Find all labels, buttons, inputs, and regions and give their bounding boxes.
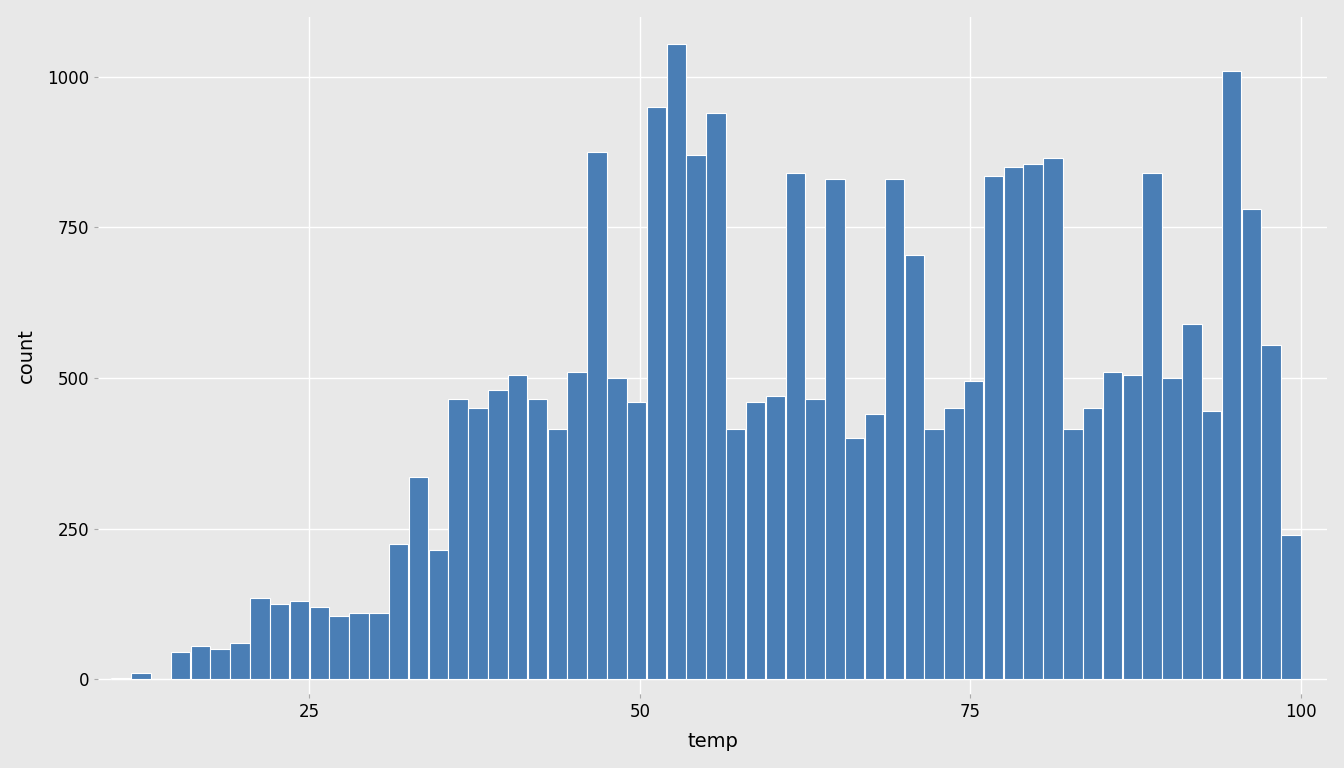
Bar bbox=[211, 649, 230, 679]
Bar bbox=[132, 673, 151, 679]
Y-axis label: count: count bbox=[16, 328, 36, 383]
Bar bbox=[171, 652, 191, 679]
Bar bbox=[1063, 429, 1082, 679]
Bar bbox=[785, 174, 805, 679]
Bar bbox=[687, 155, 706, 679]
Bar bbox=[528, 399, 547, 679]
Bar bbox=[587, 152, 606, 679]
Bar bbox=[112, 678, 130, 679]
Bar bbox=[1262, 345, 1281, 679]
Bar bbox=[964, 381, 984, 679]
Bar bbox=[646, 107, 667, 679]
Bar bbox=[706, 113, 726, 679]
X-axis label: temp: temp bbox=[687, 733, 738, 751]
Bar bbox=[1242, 210, 1261, 679]
Bar bbox=[409, 478, 429, 679]
Bar bbox=[864, 414, 884, 679]
Bar bbox=[567, 372, 587, 679]
Bar bbox=[1142, 174, 1163, 679]
Bar bbox=[349, 613, 368, 679]
Bar bbox=[250, 598, 270, 679]
Bar bbox=[1083, 408, 1102, 679]
Bar bbox=[290, 601, 309, 679]
Bar bbox=[667, 44, 685, 679]
Bar bbox=[766, 396, 785, 679]
Bar bbox=[1183, 324, 1202, 679]
Bar bbox=[726, 429, 746, 679]
Bar bbox=[945, 408, 964, 679]
Bar bbox=[984, 177, 1003, 679]
Bar bbox=[429, 550, 448, 679]
Bar bbox=[825, 179, 844, 679]
Bar bbox=[1222, 71, 1242, 679]
Bar bbox=[468, 408, 488, 679]
Bar bbox=[884, 179, 905, 679]
Bar bbox=[309, 607, 329, 679]
Bar bbox=[270, 604, 289, 679]
Bar bbox=[905, 254, 923, 679]
Bar bbox=[805, 399, 825, 679]
Bar bbox=[547, 429, 567, 679]
Bar bbox=[388, 544, 409, 679]
Bar bbox=[1004, 167, 1023, 679]
Bar bbox=[370, 613, 388, 679]
Bar bbox=[845, 439, 864, 679]
Bar bbox=[1281, 535, 1301, 679]
Bar bbox=[508, 375, 527, 679]
Bar bbox=[1024, 164, 1043, 679]
Bar bbox=[1163, 378, 1181, 679]
Bar bbox=[925, 429, 943, 679]
Bar bbox=[230, 643, 250, 679]
Bar bbox=[1043, 158, 1063, 679]
Bar bbox=[191, 646, 210, 679]
Bar bbox=[746, 402, 765, 679]
Bar bbox=[449, 399, 468, 679]
Bar bbox=[1122, 375, 1142, 679]
Bar bbox=[488, 390, 508, 679]
Bar bbox=[1103, 372, 1122, 679]
Bar bbox=[1202, 411, 1222, 679]
Bar bbox=[626, 402, 646, 679]
Bar bbox=[607, 378, 626, 679]
Bar bbox=[329, 616, 349, 679]
